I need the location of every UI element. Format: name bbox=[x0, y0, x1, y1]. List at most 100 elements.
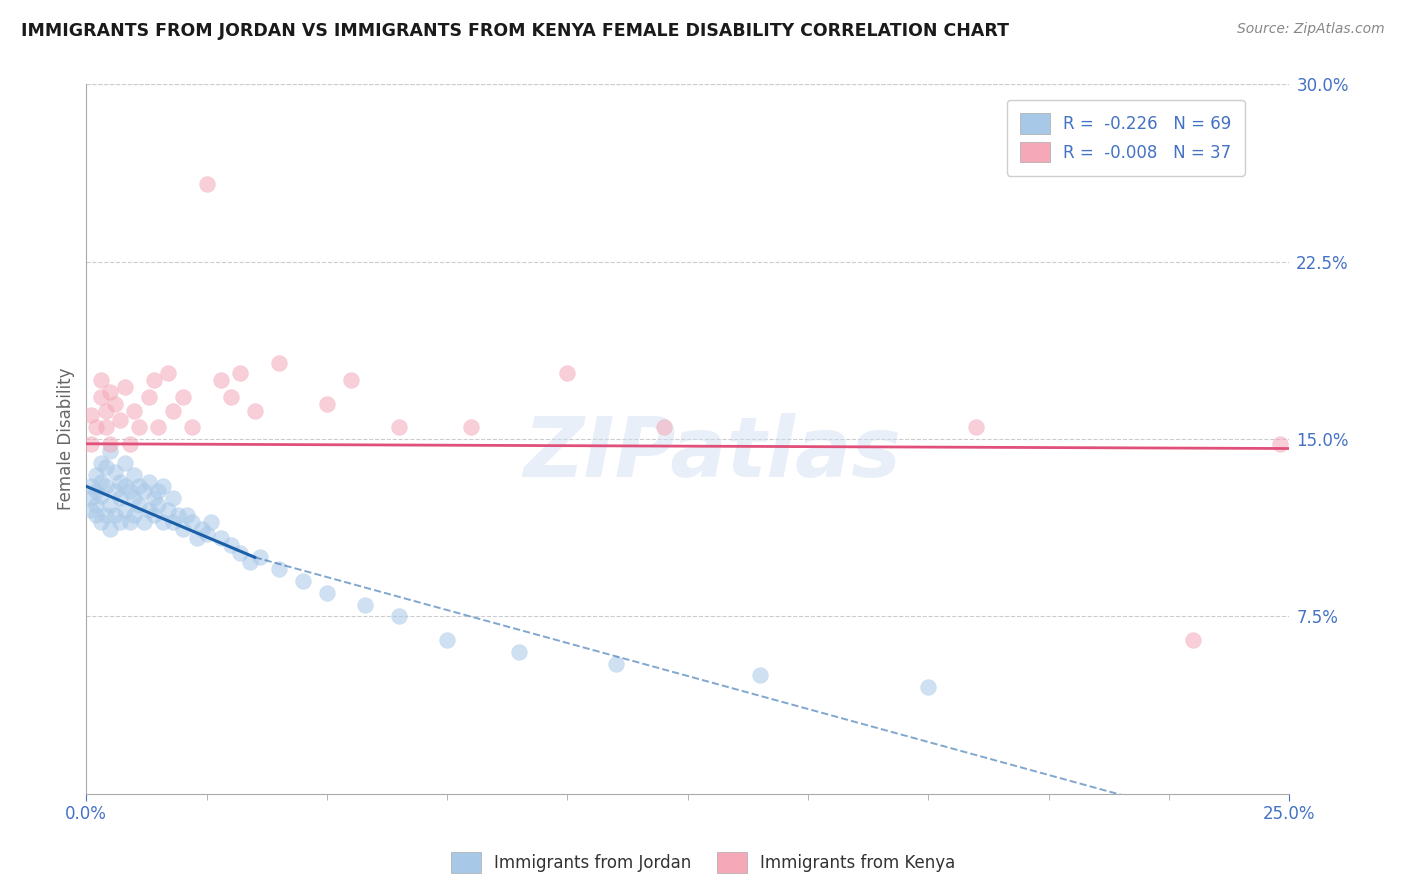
Point bbox=[315, 396, 337, 410]
Point bbox=[124, 467, 146, 482]
Point bbox=[162, 491, 184, 505]
Point bbox=[186, 532, 208, 546]
Point bbox=[80, 491, 103, 505]
Point bbox=[114, 503, 136, 517]
Point bbox=[229, 545, 252, 559]
Text: ZIPatlas: ZIPatlas bbox=[523, 413, 901, 494]
Point bbox=[166, 508, 188, 522]
Point bbox=[148, 484, 170, 499]
Text: Source: ZipAtlas.com: Source: ZipAtlas.com bbox=[1237, 22, 1385, 37]
Point bbox=[124, 491, 146, 505]
Point bbox=[108, 475, 131, 489]
Point bbox=[652, 420, 675, 434]
Point bbox=[162, 403, 184, 417]
Point bbox=[84, 420, 107, 434]
Point bbox=[90, 475, 112, 489]
Y-axis label: Female Disability: Female Disability bbox=[58, 368, 75, 510]
Point bbox=[84, 498, 107, 512]
Point bbox=[1182, 632, 1205, 647]
Point bbox=[152, 479, 174, 493]
Point bbox=[195, 177, 218, 191]
Point bbox=[917, 681, 939, 695]
Point bbox=[98, 522, 121, 536]
Point bbox=[108, 515, 131, 529]
Point bbox=[162, 515, 184, 529]
Point bbox=[148, 420, 170, 434]
Point bbox=[354, 598, 377, 612]
Point bbox=[229, 366, 252, 380]
Point bbox=[98, 384, 121, 399]
Point bbox=[152, 515, 174, 529]
Point bbox=[966, 420, 988, 434]
Point bbox=[148, 498, 170, 512]
Point bbox=[460, 420, 482, 434]
Point bbox=[749, 668, 772, 682]
Point bbox=[176, 508, 198, 522]
Point bbox=[108, 413, 131, 427]
Point bbox=[90, 373, 112, 387]
Point bbox=[90, 489, 112, 503]
Point bbox=[94, 403, 117, 417]
Point bbox=[209, 532, 232, 546]
Point bbox=[98, 498, 121, 512]
Point bbox=[191, 522, 214, 536]
Point bbox=[114, 456, 136, 470]
Point bbox=[142, 508, 165, 522]
Point bbox=[114, 380, 136, 394]
Point bbox=[80, 479, 103, 493]
Point bbox=[172, 522, 194, 536]
Point bbox=[557, 366, 579, 380]
Point bbox=[138, 390, 160, 404]
Legend: R =  -0.226   N = 69, R =  -0.008   N = 37: R = -0.226 N = 69, R = -0.008 N = 37 bbox=[1007, 100, 1244, 176]
Point bbox=[388, 609, 411, 624]
Text: IMMIGRANTS FROM JORDAN VS IMMIGRANTS FROM KENYA FEMALE DISABILITY CORRELATION CH: IMMIGRANTS FROM JORDAN VS IMMIGRANTS FRO… bbox=[21, 22, 1010, 40]
Point bbox=[181, 420, 204, 434]
Point bbox=[104, 484, 127, 499]
Point bbox=[124, 403, 146, 417]
Point bbox=[98, 437, 121, 451]
Legend: Immigrants from Jordan, Immigrants from Kenya: Immigrants from Jordan, Immigrants from … bbox=[444, 846, 962, 880]
Point bbox=[132, 515, 155, 529]
Point bbox=[267, 562, 290, 576]
Point bbox=[195, 526, 218, 541]
Point bbox=[267, 356, 290, 370]
Point bbox=[340, 373, 363, 387]
Point bbox=[291, 574, 314, 588]
Point bbox=[132, 484, 155, 499]
Point bbox=[80, 409, 103, 423]
Point bbox=[104, 465, 127, 479]
Point bbox=[84, 484, 107, 499]
Point bbox=[94, 508, 117, 522]
Point bbox=[84, 467, 107, 482]
Point bbox=[200, 515, 222, 529]
Point bbox=[124, 508, 146, 522]
Point bbox=[94, 420, 117, 434]
Point bbox=[1268, 437, 1291, 451]
Point bbox=[508, 645, 530, 659]
Point bbox=[94, 460, 117, 475]
Point bbox=[605, 657, 627, 671]
Point bbox=[80, 503, 103, 517]
Point bbox=[108, 491, 131, 505]
Point bbox=[249, 550, 271, 565]
Point bbox=[142, 491, 165, 505]
Point bbox=[239, 555, 262, 569]
Point bbox=[172, 390, 194, 404]
Point bbox=[118, 437, 141, 451]
Point bbox=[80, 437, 103, 451]
Point bbox=[243, 403, 266, 417]
Point bbox=[104, 396, 127, 410]
Point bbox=[84, 508, 107, 522]
Point bbox=[138, 503, 160, 517]
Point bbox=[128, 498, 150, 512]
Point bbox=[90, 456, 112, 470]
Point bbox=[219, 538, 242, 552]
Point bbox=[315, 585, 337, 599]
Point bbox=[118, 515, 141, 529]
Point bbox=[388, 420, 411, 434]
Point bbox=[98, 443, 121, 458]
Point bbox=[90, 390, 112, 404]
Point bbox=[90, 515, 112, 529]
Point bbox=[118, 484, 141, 499]
Point bbox=[157, 503, 180, 517]
